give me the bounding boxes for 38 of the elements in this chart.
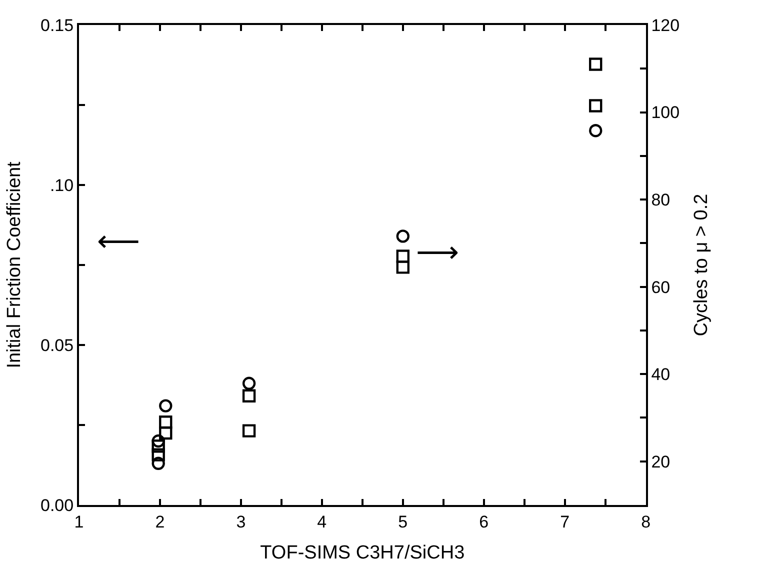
point [396,260,410,274]
x-tick-label: 1 [74,512,84,532]
point [396,250,410,263]
x-tick-label: 6 [479,512,489,532]
point [152,456,165,470]
x-tick-label: 2 [155,512,165,532]
point [589,124,602,138]
x-tick-label: 4 [317,512,327,532]
point [159,399,172,412]
point [396,230,410,243]
y-axis-title: Initial Friction Coefficient [4,160,25,368]
x-tick-label: 3 [236,512,246,532]
point [159,426,172,440]
y2-tick-label: 40 [651,365,670,384]
y2-axis-title: Cycles to μ > 0.2 [690,194,712,336]
x-axis-title: TOF-SIMS C3H7/SiCH3 [260,542,465,564]
y2-tick-label: 120 [651,16,680,35]
y-tick-label: .10 [50,176,74,195]
x-tick-label: 8 [641,512,651,532]
annotation: ⟶ [416,236,459,269]
y-tick-label: 0.05 [40,336,74,355]
point [589,58,602,71]
point [589,99,602,112]
x-tick-label: 5 [398,512,408,532]
y2-tick-label: 100 [651,103,680,122]
point [242,389,256,403]
y2-tick-label: 80 [651,190,670,210]
y-tick-label: 0.00 [40,496,74,515]
annotation: ⟵ [97,225,140,258]
x-tick-label: 7 [560,512,570,532]
y2-tick-label: 60 [651,278,670,297]
y2-tick-label: 20 [651,452,670,472]
point [159,415,172,429]
point [152,439,165,453]
point [242,376,256,390]
y-tick-label: 0.15 [40,16,74,35]
point [152,448,165,462]
point [242,424,256,438]
